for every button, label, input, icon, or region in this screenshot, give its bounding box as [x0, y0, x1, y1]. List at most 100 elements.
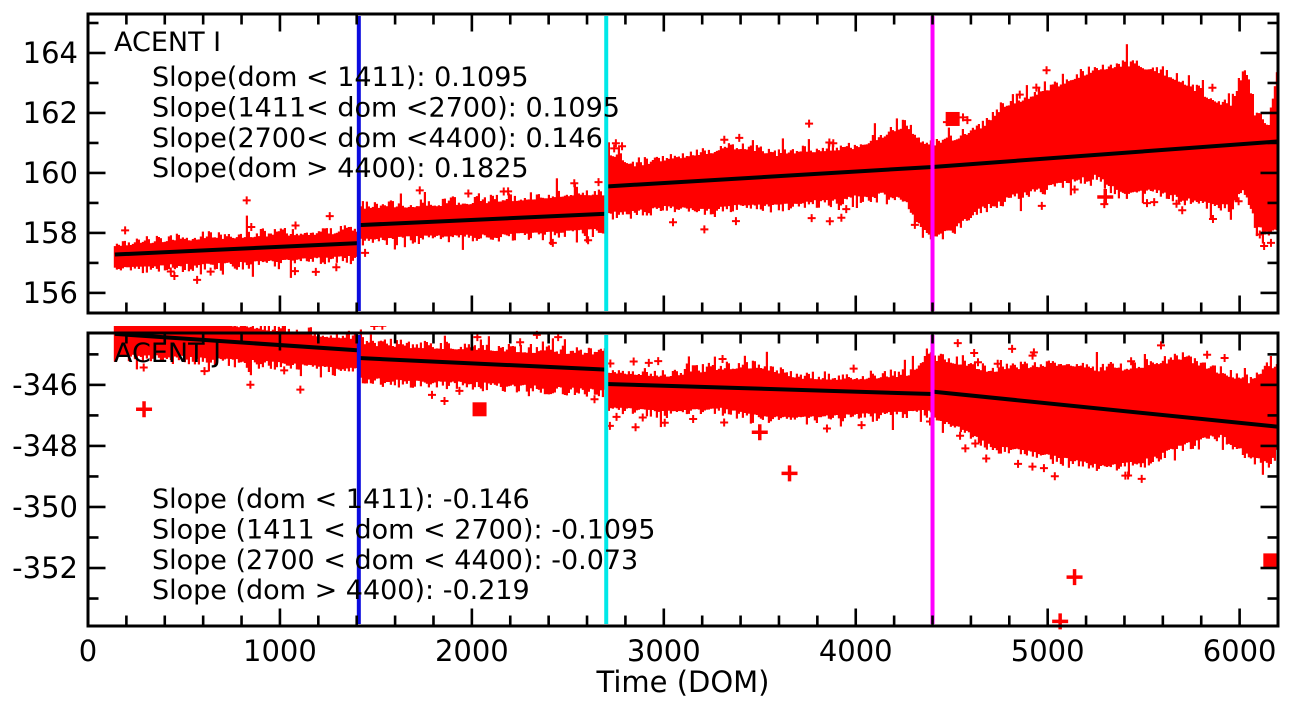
band-stroke	[1229, 105, 1232, 220]
band-stroke	[577, 193, 580, 231]
band-stroke	[389, 338, 392, 385]
band-speckle	[822, 424, 831, 433]
band-stroke	[629, 373, 632, 409]
band-stroke	[1195, 361, 1198, 441]
band-stroke	[1123, 369, 1126, 467]
band-stroke	[185, 326, 188, 360]
band-stroke	[411, 344, 414, 388]
band-speckle	[700, 225, 709, 234]
band-stroke	[891, 375, 894, 430]
band-stroke	[1221, 101, 1224, 205]
band-stroke	[335, 334, 338, 369]
band-stroke	[1091, 366, 1094, 468]
band-stroke	[803, 146, 806, 208]
band-stroke	[319, 336, 322, 378]
band-stroke	[1155, 363, 1158, 459]
band-stroke	[457, 349, 460, 382]
band-stroke	[1237, 78, 1240, 195]
band-stroke	[1257, 374, 1260, 459]
band-stroke	[119, 245, 122, 271]
band-stroke	[1037, 367, 1040, 455]
band-stroke	[193, 326, 196, 365]
band-stroke	[1011, 363, 1014, 450]
band-stroke	[775, 156, 778, 205]
band-stroke	[935, 139, 938, 237]
band-stroke	[1043, 366, 1046, 455]
band-stroke	[1049, 363, 1052, 460]
band-stroke	[799, 374, 802, 418]
band-stroke	[1091, 70, 1094, 180]
band-stroke	[959, 364, 962, 433]
band-stroke	[1249, 377, 1252, 459]
band-stroke	[945, 137, 948, 231]
band-speckle	[280, 366, 289, 375]
band-stroke	[1265, 124, 1268, 232]
band-stroke	[1251, 94, 1254, 214]
band-stroke	[1111, 363, 1114, 465]
band-stroke	[453, 197, 456, 236]
band-speckle	[973, 358, 982, 367]
band-stroke	[557, 353, 560, 387]
band-stroke	[1017, 100, 1020, 199]
band-stroke	[807, 139, 810, 205]
band-stroke	[1059, 84, 1062, 183]
band-stroke	[1255, 372, 1258, 458]
band-stroke	[395, 206, 398, 246]
band-speckle	[953, 339, 962, 348]
band-stroke	[1181, 352, 1184, 451]
y-tick-label: -346	[12, 368, 78, 402]
band-stroke	[847, 142, 850, 197]
band-stroke	[585, 353, 588, 397]
band-stroke	[333, 337, 336, 376]
band-speckle	[455, 386, 464, 395]
band-stroke	[911, 133, 914, 215]
band-stroke	[677, 375, 680, 412]
band-speckle	[584, 236, 593, 245]
band-speckle	[654, 357, 663, 366]
band-stroke	[125, 245, 128, 268]
band-speckle	[618, 142, 627, 151]
band-stroke	[1187, 75, 1190, 199]
band-stroke	[383, 339, 386, 384]
band-stroke	[121, 326, 124, 356]
x-tick-label: 6000	[1203, 634, 1277, 668]
band-stroke	[429, 343, 432, 385]
band-stroke	[1129, 368, 1132, 462]
band-stroke	[989, 370, 992, 448]
outlier-plus	[1097, 188, 1114, 205]
band-stroke	[1227, 376, 1230, 444]
band-stroke	[343, 337, 346, 371]
band-stroke	[859, 144, 862, 203]
band-stroke	[151, 326, 154, 359]
band-stroke	[215, 326, 218, 365]
band-stroke	[1023, 97, 1026, 193]
outlier-markers	[136, 401, 1278, 630]
band-stroke	[919, 142, 922, 227]
band-speckle	[1029, 348, 1038, 357]
band-stroke	[619, 153, 622, 213]
fit-segment	[114, 331, 359, 353]
band-stroke	[809, 150, 812, 203]
band-speckle	[464, 189, 473, 198]
band-stroke	[921, 141, 924, 238]
band-stroke	[889, 127, 892, 198]
band-stroke	[129, 326, 132, 357]
band-stroke	[817, 150, 820, 208]
band-stroke	[339, 338, 342, 371]
band-stroke	[1229, 370, 1232, 445]
band-stroke	[221, 326, 224, 361]
band-stroke	[947, 127, 950, 231]
band-stroke	[373, 342, 376, 381]
band-stroke	[969, 363, 972, 439]
band-stroke	[823, 371, 826, 417]
band-stroke	[385, 343, 388, 382]
band-stroke	[1267, 125, 1270, 236]
band-stroke	[1047, 360, 1050, 455]
band-stroke	[1067, 364, 1070, 468]
band-stroke	[181, 237, 184, 272]
band-stroke	[583, 352, 586, 395]
band-stroke	[553, 351, 556, 393]
band-stroke	[1061, 365, 1064, 466]
band-speckle	[1070, 185, 1079, 194]
band-stroke	[141, 241, 144, 274]
